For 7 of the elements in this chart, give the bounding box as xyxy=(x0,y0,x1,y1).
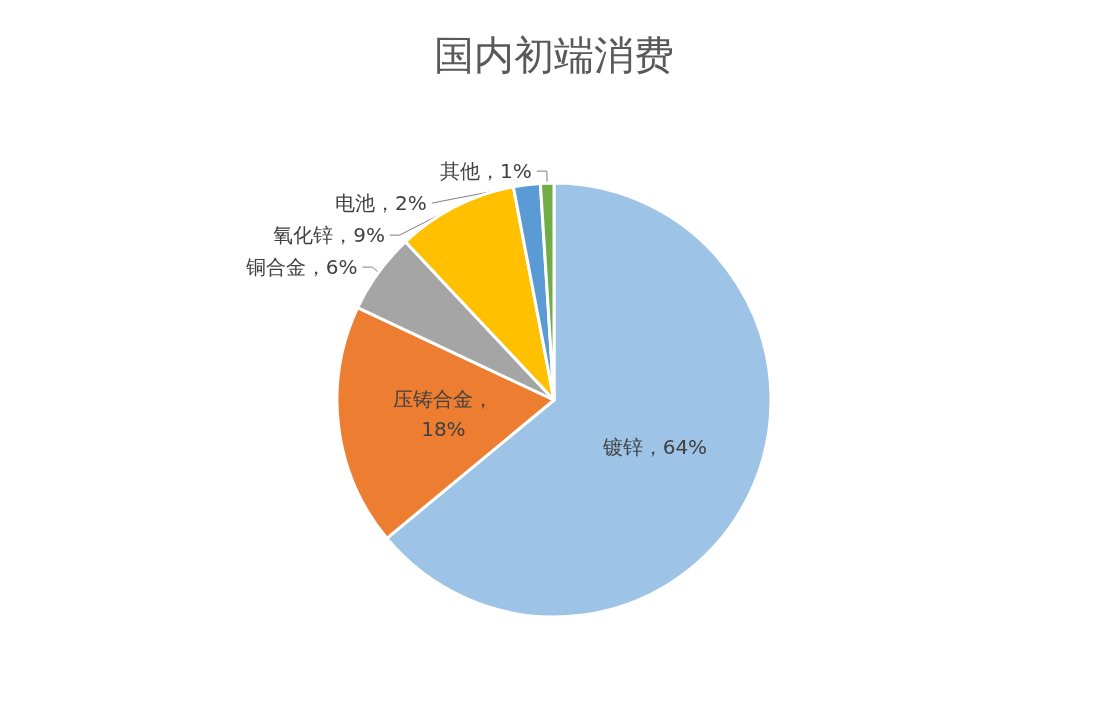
slice-label: 铜合金，6% xyxy=(244,255,358,280)
slice-label: 其他，1% xyxy=(440,159,532,184)
slice-label: 电池，2% xyxy=(335,191,427,216)
chart-title: 国内初端消费 xyxy=(434,32,674,78)
slice-label: 氧化锌，9% xyxy=(273,223,385,248)
slice-label: 镀锌，64% xyxy=(601,435,708,460)
slice-label: 压铸合金， 18% xyxy=(393,386,494,441)
